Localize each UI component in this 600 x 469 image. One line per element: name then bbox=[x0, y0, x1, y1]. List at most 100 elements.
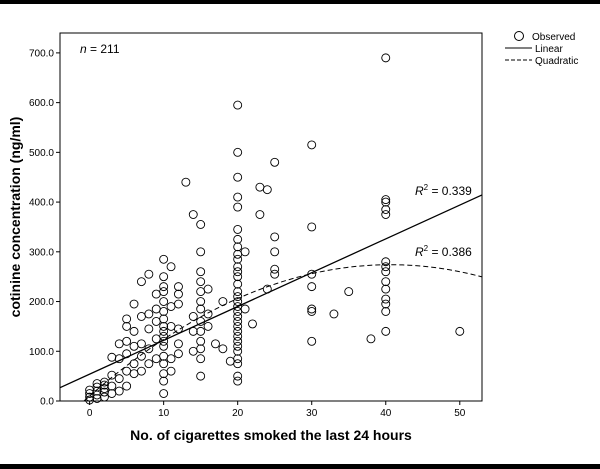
observed-point bbox=[233, 321, 243, 331]
legend-observed-marker bbox=[514, 31, 524, 41]
legend: Observed Linear Quadratic bbox=[505, 31, 578, 67]
observed-point bbox=[196, 354, 206, 364]
observed-point bbox=[455, 326, 465, 336]
observed-point bbox=[196, 267, 206, 277]
x-axis: 0 10 20 30 40 50 bbox=[87, 401, 466, 419]
observed-point bbox=[136, 366, 146, 376]
observed-point bbox=[218, 344, 228, 354]
observed-point bbox=[270, 247, 280, 257]
observed-point bbox=[381, 277, 391, 287]
observed-point bbox=[203, 309, 213, 319]
observed-point bbox=[233, 376, 243, 386]
observed-point bbox=[159, 297, 169, 306]
observed-point bbox=[166, 366, 176, 376]
observed-point bbox=[114, 374, 124, 384]
observed-point bbox=[233, 234, 243, 244]
observed-point bbox=[233, 316, 243, 326]
quadratic-fit-line bbox=[83, 264, 483, 402]
observed-point bbox=[233, 297, 243, 306]
observed-point bbox=[233, 254, 243, 264]
observed-point bbox=[122, 314, 132, 324]
y-tick-label: 400.0 bbox=[29, 198, 54, 209]
legend-linear-label: Linear bbox=[535, 44, 563, 55]
observed-point bbox=[196, 277, 206, 287]
observed-point bbox=[381, 326, 391, 336]
observed-point bbox=[174, 289, 183, 299]
x-tick-label: 30 bbox=[306, 408, 318, 419]
observed-point bbox=[107, 370, 117, 380]
observed-point bbox=[159, 282, 169, 292]
observed-point bbox=[99, 392, 109, 402]
n-annotation: n = 211 bbox=[80, 42, 120, 56]
observed-point bbox=[233, 202, 243, 212]
observed-point bbox=[144, 309, 154, 319]
observed-point bbox=[381, 262, 391, 272]
observed-point bbox=[159, 389, 169, 398]
observed-point bbox=[174, 349, 183, 359]
y-tick-label: 300.0 bbox=[29, 247, 54, 258]
observed-point bbox=[233, 279, 243, 289]
observed-point bbox=[233, 336, 243, 346]
y-tick-label: 700.0 bbox=[29, 48, 54, 59]
observed-point bbox=[129, 326, 139, 336]
observed-point bbox=[159, 287, 169, 297]
observed-point bbox=[270, 264, 280, 274]
observed-point bbox=[196, 336, 206, 346]
observed-point bbox=[107, 381, 117, 391]
observed-point bbox=[188, 210, 198, 219]
observed-point bbox=[233, 354, 243, 364]
observed-point bbox=[240, 247, 250, 257]
observed-point bbox=[270, 157, 280, 167]
observed-point bbox=[196, 220, 206, 229]
observed-point bbox=[85, 385, 95, 395]
observed-point bbox=[196, 304, 206, 314]
observed-point bbox=[144, 269, 154, 279]
top-border bbox=[0, 0, 600, 4]
observed-point bbox=[211, 339, 220, 349]
observed-point bbox=[233, 359, 243, 369]
observed-point bbox=[233, 172, 243, 182]
y-tick-label: 200.0 bbox=[29, 297, 54, 308]
legend-observed-label: Observed bbox=[532, 32, 575, 43]
observed-point bbox=[233, 262, 243, 272]
observed-point bbox=[329, 309, 339, 319]
observed-point bbox=[233, 331, 243, 341]
observed-point bbox=[233, 272, 243, 282]
observed-point bbox=[381, 299, 391, 309]
observed-point bbox=[159, 272, 169, 282]
observed-point bbox=[159, 336, 169, 346]
observed-point bbox=[307, 307, 317, 316]
observed-point bbox=[188, 312, 198, 321]
observed-point bbox=[159, 376, 169, 386]
observed-point bbox=[381, 284, 391, 294]
observed-point bbox=[136, 351, 146, 361]
observed-point bbox=[307, 222, 317, 232]
observed-point bbox=[381, 257, 391, 267]
observed-point bbox=[233, 287, 243, 297]
x-tick-label: 0 bbox=[87, 408, 93, 419]
observed-point bbox=[255, 210, 265, 219]
y-tick-label: 0.0 bbox=[40, 397, 54, 408]
observed-point bbox=[196, 297, 206, 306]
x-tick-label: 50 bbox=[454, 408, 466, 419]
observed-point bbox=[233, 147, 243, 157]
observed-point bbox=[233, 346, 243, 356]
legend-quadratic-label: Quadratic bbox=[535, 56, 578, 67]
observed-point bbox=[381, 197, 391, 207]
observed-point bbox=[159, 307, 169, 316]
observed-point bbox=[381, 205, 391, 214]
x-tick-label: 40 bbox=[380, 408, 392, 419]
observed-point bbox=[307, 336, 317, 346]
observed-point bbox=[381, 195, 391, 205]
observed-point bbox=[262, 185, 272, 195]
plot-area-frame bbox=[59, 32, 483, 402]
observed-point bbox=[166, 262, 176, 272]
observed-point bbox=[196, 344, 206, 354]
x-tick-label: 10 bbox=[158, 408, 170, 419]
observed-point bbox=[174, 299, 183, 309]
observed-point bbox=[136, 277, 146, 287]
bottom-border bbox=[0, 464, 600, 469]
observed-point bbox=[307, 140, 317, 150]
observed-point bbox=[122, 321, 132, 331]
y-tick-label: 500.0 bbox=[29, 148, 54, 159]
